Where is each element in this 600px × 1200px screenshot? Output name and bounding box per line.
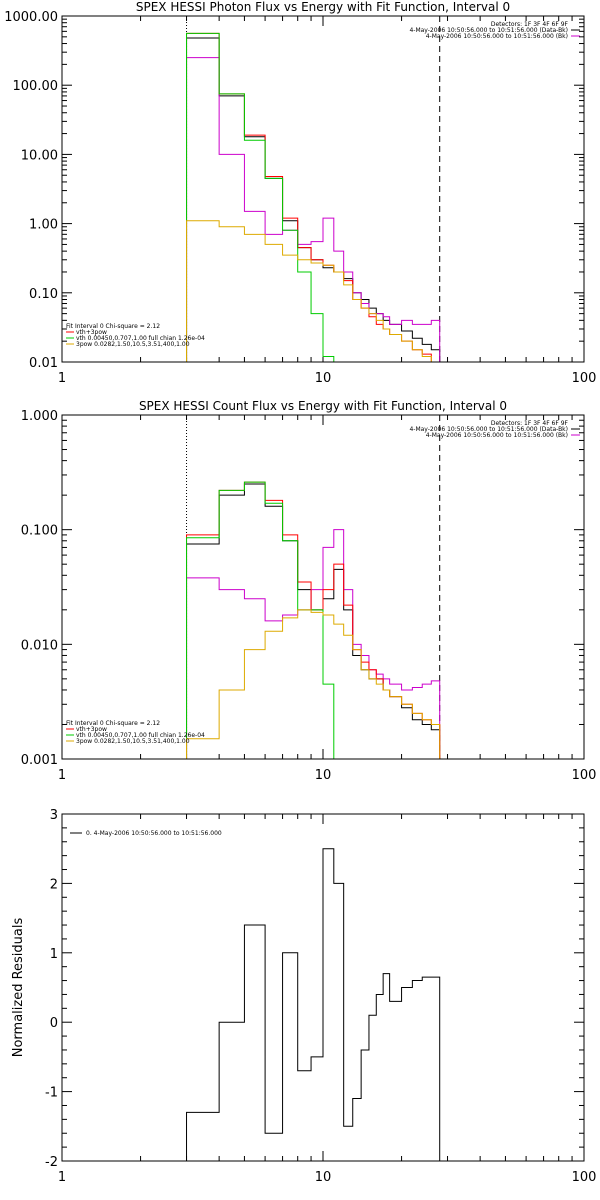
header-line-2: 4-May-2006 10:50:56.000 to 10:51:56.000 … — [426, 432, 568, 439]
y-tick-label: 100.00 — [13, 79, 59, 94]
y-tick-label: 1000.00 — [4, 10, 58, 25]
header-line-0: Detectors: 1F 3F 4F 6F 9F — [491, 420, 569, 427]
chart-title-1: SPEX HESSI Count Flux vs Energy with Fit… — [139, 399, 507, 413]
x-tick-label: 1 — [58, 1170, 66, 1185]
plot-frame-1 — [61, 414, 585, 760]
series-line-1 — [186, 57, 441, 362]
series-line-2 — [186, 32, 441, 362]
series-line-0 — [186, 37, 441, 362]
y-axis-label-2: Normalized Residuals — [11, 918, 26, 1058]
header-line-2: 4-May-2006 10:50:56.000 to 10:51:56.000 … — [426, 33, 568, 40]
series-line-0 — [186, 848, 441, 1161]
y-tick-label: 1.000 — [21, 409, 58, 424]
y-tick-label: 0.010 — [21, 638, 58, 653]
x-tick-label: 100 — [572, 1170, 597, 1185]
y-tick-label: 1 — [50, 947, 58, 962]
y-tick-label: 0.100 — [21, 524, 58, 539]
y-tick-label: 10.00 — [21, 148, 58, 163]
x-tick-label: 10 — [315, 371, 332, 386]
x-tick-label: 100 — [572, 768, 597, 783]
x-tick-label: 100 — [572, 371, 597, 386]
series-line-2 — [186, 481, 441, 759]
x-tick-label: 1 — [58, 371, 66, 386]
series-line-3 — [186, 32, 335, 362]
y-tick-label: -2 — [45, 1155, 58, 1170]
y-tick-label: 2 — [50, 877, 58, 892]
fit-text-3: 3pow 0.0282,1.50,10.5,3.51,400,1.00 — [76, 341, 190, 348]
fit-text-2: vth 0.00450,0.707,1.00 full chian 1.26e-… — [76, 732, 205, 739]
y-tick-label: 3 — [50, 808, 58, 823]
y-tick-label: -1 — [45, 1086, 58, 1101]
fit-text-1: vth+3pow — [76, 726, 107, 733]
fit-text-1: vth+3pow — [76, 329, 107, 336]
header-line-0: Detectors: 1F 3F 4F 6F 9F — [491, 21, 569, 28]
fit-text-0: Fit Interval 0 Chi-square = 2.12 — [66, 720, 160, 727]
header-line-1: 4-May-2006 10:50:56.000 to 10:51:56.000 … — [409, 27, 568, 34]
fit-text-0: Fit Interval 0 Chi-square = 2.12 — [66, 323, 160, 330]
series-line-4 — [186, 609, 441, 759]
residual-legend-text: 0. 4-May-2006 10:50:56.000 to 10:51:56.0… — [86, 830, 222, 837]
fit-text-2: vth 0.00450,0.707,1.00 full chian 1.26e-… — [76, 335, 205, 342]
x-tick-label: 10 — [315, 1170, 332, 1185]
plot-frame-2 — [61, 813, 585, 1162]
series-line-3 — [186, 481, 335, 759]
series-line-1 — [186, 529, 441, 759]
x-tick-label: 1 — [58, 768, 66, 783]
y-tick-label: 0.001 — [21, 753, 58, 768]
x-tick-label: 10 — [315, 768, 332, 783]
fit-text-3: 3pow 0.0282,1.50,10.5,3.51,400,1.00 — [76, 738, 190, 745]
y-tick-label: 1.00 — [29, 218, 58, 233]
y-tick-label: 0 — [50, 1016, 58, 1031]
y-tick-label: 0.10 — [29, 287, 58, 302]
chart-title-0: SPEX HESSI Photon Flux vs Energy with Fi… — [136, 0, 510, 14]
plot-frame-0 — [61, 15, 585, 363]
header-line-1: 4-May-2006 10:50:56.000 to 10:51:56.000 … — [409, 426, 568, 433]
series-line-4 — [186, 220, 441, 362]
series-line-0 — [186, 483, 441, 759]
y-tick-label: 0.01 — [29, 356, 58, 371]
